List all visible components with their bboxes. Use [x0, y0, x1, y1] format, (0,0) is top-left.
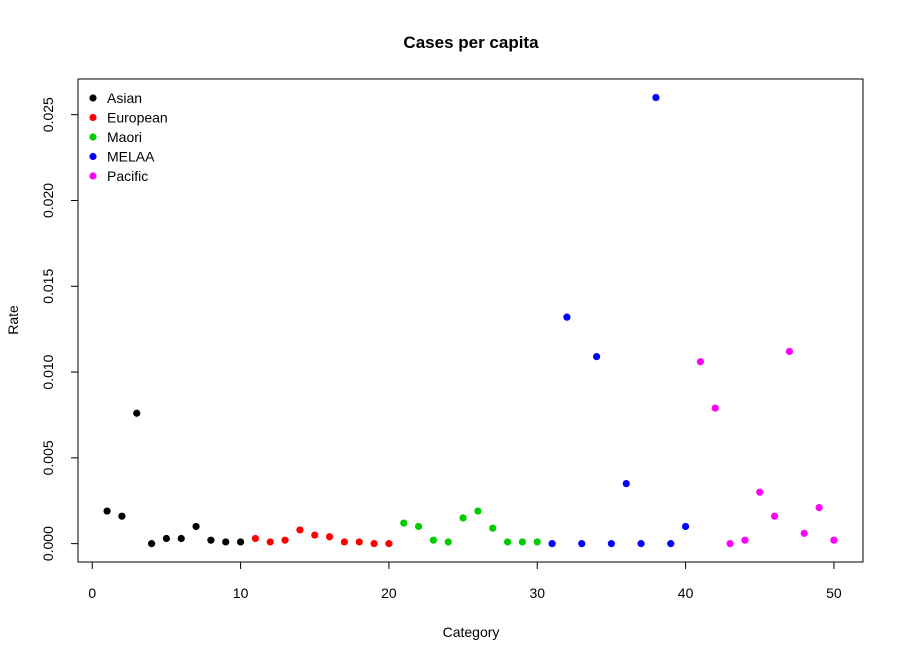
y-tick-label: 0.010 [40, 354, 56, 389]
y-tick-label: 0.025 [40, 97, 56, 132]
legend-marker [89, 172, 97, 180]
data-point-asian [177, 534, 185, 543]
data-point-european [355, 538, 363, 546]
data-point-melaa [578, 540, 586, 548]
data-point-european [385, 540, 393, 548]
y-tick-label: 0.005 [40, 440, 56, 475]
data-point-asian [222, 538, 230, 546]
data-point-melaa [667, 540, 675, 548]
data-point-pacific [830, 536, 838, 544]
data-point-maori [459, 514, 467, 522]
data-point-european [311, 531, 319, 539]
x-tick-label: 0 [88, 585, 96, 601]
data-point-maori [474, 507, 482, 515]
data-point-asian [118, 512, 126, 520]
data-point-european [325, 533, 334, 541]
data-point-pacific [696, 358, 705, 366]
data-point-asian [162, 534, 171, 543]
data-point-european [281, 536, 289, 544]
legend-item-asian: Asian [89, 90, 142, 106]
data-point-european [340, 538, 349, 546]
data-point-european [251, 534, 260, 543]
legend-item-pacific: Pacific [89, 168, 148, 184]
data-point-melaa [563, 313, 571, 321]
data-points [103, 93, 838, 548]
data-point-asian [103, 507, 111, 515]
data-point-asian [147, 540, 156, 548]
chart-title: Cases per capita [403, 33, 539, 52]
data-point-melaa [622, 479, 630, 488]
legend-label: MELAA [107, 149, 155, 165]
data-point-maori [533, 538, 541, 546]
y-tick-label: 0.015 [40, 269, 56, 304]
data-point-asian [133, 409, 141, 417]
legend-item-melaa: MELAA [89, 149, 155, 165]
data-point-asian [236, 538, 245, 546]
data-point-maori [489, 524, 497, 532]
data-point-pacific [756, 488, 764, 496]
data-point-melaa [637, 540, 645, 548]
y-axis: 0.000 0.005 0.010 0.015 0.020 0.025 [40, 97, 79, 561]
data-point-pacific [800, 529, 808, 537]
data-point-pacific [711, 404, 719, 412]
data-point-asian [207, 536, 215, 544]
data-point-melaa [681, 522, 690, 531]
x-axis: 0 10 20 30 40 50 [88, 561, 842, 601]
x-tick-label: 50 [826, 585, 842, 601]
data-point-pacific [741, 536, 749, 544]
data-point-melaa [607, 540, 616, 548]
data-point-melaa [652, 93, 660, 102]
plot-frame [77, 78, 864, 563]
y-tick-label: 0.020 [40, 183, 56, 218]
legend-marker [89, 152, 97, 161]
y-axis-title: Rate [5, 305, 21, 335]
data-point-european [370, 540, 378, 548]
legend-label: Maori [107, 129, 142, 145]
data-point-maori [444, 538, 452, 546]
data-point-european [296, 526, 304, 534]
data-point-asian [192, 522, 200, 531]
x-tick-label: 40 [678, 585, 694, 601]
legend-item-maori: Maori [89, 129, 142, 145]
legend-label: Pacific [107, 168, 148, 184]
data-point-melaa [592, 353, 601, 361]
data-point-european [266, 538, 274, 546]
legend-marker [89, 94, 97, 102]
data-point-melaa [548, 540, 556, 548]
data-point-maori [414, 522, 423, 531]
legend-marker [89, 113, 97, 122]
data-point-maori [518, 538, 527, 546]
data-point-pacific [785, 347, 794, 356]
legend-marker [89, 133, 97, 141]
data-point-pacific [770, 512, 779, 520]
legend-item-european: European [89, 110, 168, 126]
legend-label: European [107, 110, 168, 126]
legend: Asian European Maori MELAA Pacific [89, 90, 168, 184]
data-point-maori [503, 538, 512, 546]
data-point-pacific [815, 504, 823, 512]
data-point-pacific [726, 540, 734, 548]
x-tick-label: 30 [529, 585, 545, 601]
x-tick-label: 10 [233, 585, 249, 601]
data-point-maori [400, 519, 408, 527]
data-point-maori [429, 536, 438, 544]
x-tick-label: 20 [381, 585, 397, 601]
y-tick-label: 0.000 [40, 526, 56, 561]
x-axis-title: Category [443, 624, 500, 640]
legend-label: Asian [107, 90, 142, 106]
